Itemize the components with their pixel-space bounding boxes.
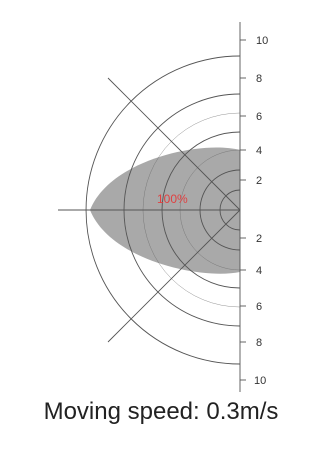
detection-range-diagram: 10 8 6 4 2 2 4 6 8 10 100% bbox=[58, 22, 268, 392]
diagonal-upper bbox=[107, 77, 241, 211]
moving-speed-caption: Moving speed: 0.3m/s bbox=[43, 398, 279, 425]
diagonal-lower bbox=[107, 209, 241, 343]
tick-label-upper: 4 bbox=[256, 145, 262, 157]
tick-label-lower: 4 bbox=[256, 265, 262, 277]
tick-marks bbox=[240, 39, 246, 381]
tick-label-upper: 8 bbox=[256, 73, 262, 85]
tick-label-upper: 2 bbox=[256, 175, 262, 187]
tick-label-upper: 6 bbox=[256, 111, 262, 123]
tick-label-lower: 8 bbox=[256, 337, 262, 349]
tick-label-lower: 10 bbox=[254, 375, 266, 387]
center-percentage-label: 100% bbox=[157, 192, 188, 206]
tick-label-upper: 10 bbox=[256, 35, 268, 47]
tick-label-lower: 2 bbox=[256, 233, 262, 245]
tick-label-lower: 6 bbox=[256, 301, 262, 313]
detection-zone bbox=[90, 147, 240, 274]
axes bbox=[58, 22, 241, 392]
